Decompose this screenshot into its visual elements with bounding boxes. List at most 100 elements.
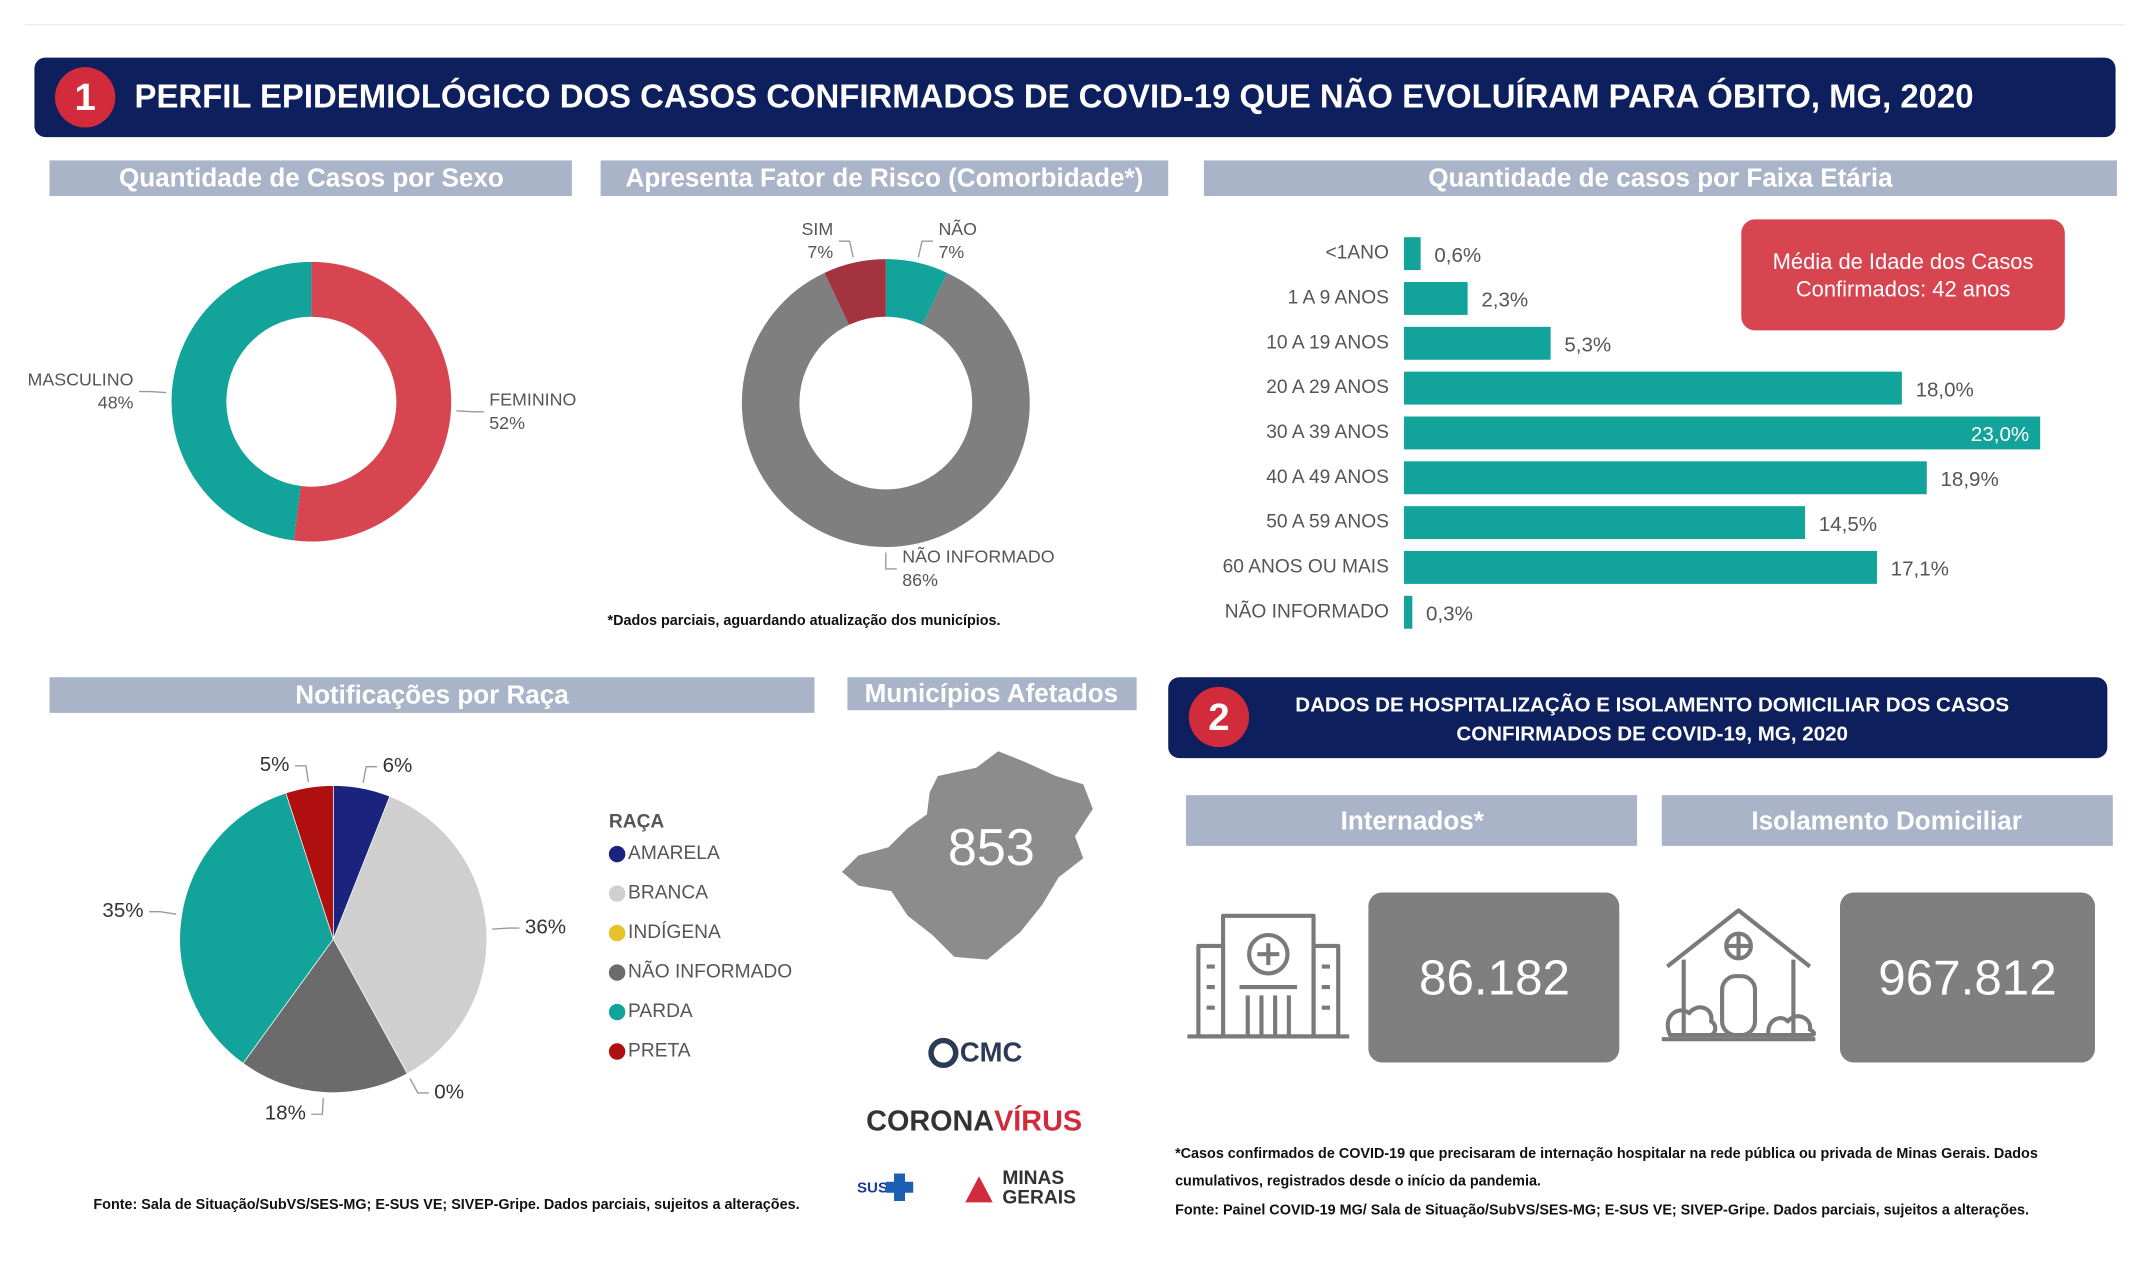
panel-title: Quantidade de casos por Faixa Etária [1428,162,1893,192]
y-tick-label: 30 A 39 ANOS [1266,422,1389,443]
data-label: 23,0% [1971,423,2029,446]
annotation: Confirmados: 42 anos [1796,276,2011,301]
mg-logo-mark [965,1176,993,1203]
bar [1404,237,1421,271]
annotation-box [1741,219,2065,331]
municipios-value: 853 [948,819,1035,877]
bar [1404,506,1806,540]
data-label: 0,6% [1434,244,1481,267]
legend-label: PARDA [628,1001,693,1022]
bar [1404,595,1413,629]
leader-line [362,766,378,784]
card-value-box [1368,892,1620,1063]
legend-label: PRETA [628,1041,691,1062]
legend-swatch [608,885,626,902]
data-label: 7% [807,242,833,262]
panel-header [1203,160,2117,197]
bar [1404,371,1902,405]
logo-sus: SUS [857,1180,888,1197]
y-tick-label: <1ANO [1325,243,1388,264]
leader-line [409,1078,429,1094]
slice-label: SIM [801,219,833,239]
footnote: cumulativos, registrados desde o início … [1175,1174,1541,1190]
y-tick-label: 20 A 29 ANOS [1266,377,1389,398]
panel-title: Municípios Afetados [865,678,1119,708]
legend-swatch [608,964,626,981]
data-label: 18% [265,1102,306,1125]
state-map [841,751,1093,960]
card-title: Isolamento Domiciliar [1751,805,2022,835]
slice-label: NÃO INFORMADO [902,546,1054,567]
logo-cmc: CMC [960,1037,1023,1068]
data-label: 5% [260,753,290,776]
leader-line [456,410,484,413]
pie-slice [332,795,488,1075]
logo-minas: MINAS [1002,1168,1064,1189]
hospital-icon [1187,913,1350,1039]
logo-minas: GERAIS [1002,1187,1076,1208]
donut-slice [824,259,886,325]
data-label: 7% [938,242,964,262]
legend-label: INDÍGENA [628,922,721,943]
bar [1404,282,1468,315]
donut-slice [741,272,1030,548]
panel-header [600,160,1169,197]
card-value: 86.182 [1419,951,1570,1006]
section-badge [55,67,116,128]
panel-title: Notificações por Raça [295,679,569,709]
y-tick-label: 60 ANOS OU MAIS [1223,557,1389,578]
donut-slice [293,261,452,542]
leader-line [917,240,933,258]
leader-line [138,390,167,394]
source: Fonte: Sala de Situação/SubVS/SES-MG; E-… [93,1197,799,1213]
section-badge [1188,686,1250,748]
data-label: 5,3% [1564,333,1611,356]
header-title: PERFIL EPIDEMIOLÓGICO DOS CASOS CONFIRMA… [135,77,1974,114]
legend-swatch [608,924,626,942]
sus-cross [885,1173,914,1201]
data-label: 0% [434,1080,464,1103]
card-header [1186,795,1638,846]
house-icon [1661,908,1817,1042]
footnote: *Casos confirmados de COVID-19 que preci… [1175,1146,2038,1162]
leader-line [885,552,897,570]
card-title: Internados* [1341,805,1485,835]
pie-slice [285,785,334,940]
donut-slice [171,261,312,541]
y-tick-label: 1 A 9 ANOS [1288,288,1389,309]
y-tick-label: NÃO INFORMADO [1225,600,1389,622]
y-tick-label: 40 A 49 ANOS [1266,467,1389,488]
slice-label: FEMININO [489,390,576,410]
card-value: 967.812 [1878,951,2056,1006]
panel-title: Apresenta Fator de Risco (Comorbidade*) [626,162,1144,192]
annotation: Média de Idade dos Casos [1773,249,2034,274]
leader-line [491,927,520,930]
legend-title: RAÇA [609,812,665,833]
data-label: 35% [102,899,143,922]
panel-header [49,160,572,197]
header-bar [34,57,2116,138]
footnote: Fonte: Painel COVID-19 MG/ Sala de Situa… [1175,1202,2029,1218]
legend-label: AMARELA [628,843,720,864]
data-label: 52% [489,413,525,433]
card-value-box [1840,892,2095,1063]
pie-slice [242,938,408,1093]
leader-line [838,240,854,258]
card-header [1661,795,2113,846]
section2-title: DADOS DE HOSPITALIZAÇÃO E ISOLAMENTO DOM… [1295,693,2009,716]
logo-virus: VÍRUS [994,1103,1082,1137]
section-number: 2 [1208,696,1229,739]
legend-swatch [608,1003,626,1021]
panel-header [847,677,1137,711]
slice-label: NÃO [938,218,977,239]
panel-header [49,677,815,713]
data-label: 48% [98,393,134,413]
bar [1404,550,1877,584]
data-label: 14,5% [1819,513,1877,536]
leader-line [149,910,177,915]
data-label: 6% [383,754,413,777]
data-label: 36% [525,916,566,939]
pie-slice [179,792,334,1064]
